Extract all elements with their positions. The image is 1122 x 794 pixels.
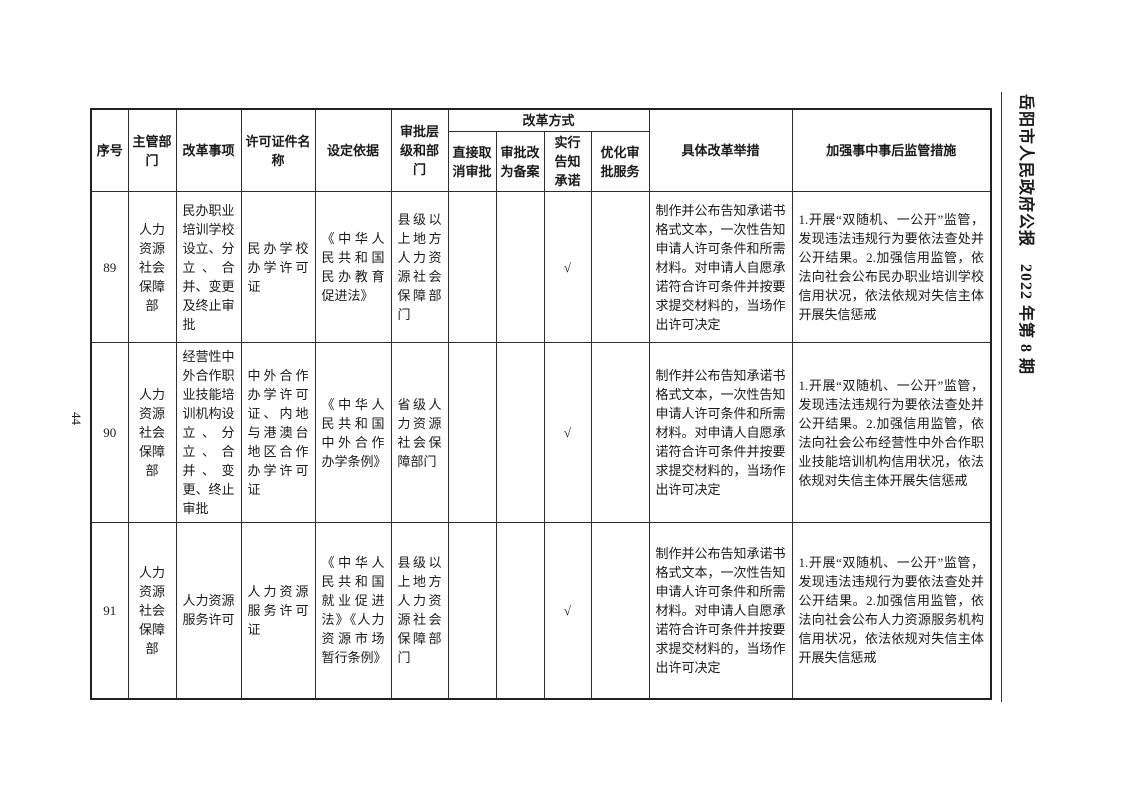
header-method-filing: 审批改为备案	[495, 131, 545, 192]
cell-approval-level: 县级以上地方人力资源社会保障部门	[390, 522, 449, 699]
cell-license-name: 人力资源服务许可证	[240, 522, 316, 699]
cell-method-cancel	[447, 342, 497, 523]
checkmark-commitment: √	[543, 342, 592, 523]
cell-department: 人力资源社会保障部	[127, 522, 177, 699]
table-header: 序号 主管部门 改革事项 许可证件名称 设定依据 审批层级和部门 改革方式 具体…	[90, 108, 992, 192]
cell-department: 人力资源社会保障部	[127, 342, 177, 523]
cell-legal-basis: 《中华人民共和国民办教育促进法》	[314, 191, 392, 343]
header-reform-item: 改革事项	[175, 108, 242, 192]
side-vertical-rule	[1001, 92, 1002, 702]
cell-method-filing	[495, 342, 545, 523]
cell-legal-basis: 《中华人民共和国中外合作办学条例》	[314, 342, 392, 523]
cell-specific-measures: 制作并公布告知承诺书格式文本，一次性告知申请人许可条件和所需材料。对申请人自愿承…	[648, 342, 793, 523]
header-supervision-measures: 加强事中事后监管措施	[791, 108, 992, 192]
cell-method-cancel	[447, 191, 497, 343]
cell-method-optimize	[590, 191, 650, 343]
cell-serial: 90	[90, 342, 129, 523]
cell-department: 人力资源社会保障部	[127, 191, 177, 343]
cell-supervision-measures: 1.开展“双随机、一公开”监管，发现违法违规行为要依法查处并公开结果。2.加强信…	[791, 191, 992, 343]
header-reform-method: 改革方式	[447, 108, 650, 132]
cell-method-optimize	[590, 342, 650, 523]
table-body: 89 人力资源社会保障部 民办职业培训学校设立、分立、合并、变更及终止审批 民办…	[90, 191, 992, 699]
cell-specific-measures: 制作并公布告知承诺书格式文本，一次性告知申请人许可条件和所需材料。对申请人自愿承…	[648, 522, 793, 699]
cell-supervision-measures: 1.开展“双随机、一公开”监管，发现违法违规行为要依法查处并公开结果。2.加强信…	[791, 522, 992, 699]
table-row: 91 人力资源社会保障部 人力资源服务许可 人力资源服务许可证 《中华人民共和国…	[90, 522, 992, 699]
cell-reform-item: 人力资源服务许可	[175, 522, 242, 699]
checkmark-commitment: √	[543, 522, 592, 699]
cell-legal-basis: 《中华人民共和国就业促进法》《人力资源市场暂行条例》	[314, 522, 392, 699]
header-method-commitment: 实行告知承诺	[543, 131, 592, 192]
page-number: 44	[69, 412, 84, 425]
cell-method-filing	[495, 522, 545, 699]
header-department: 主管部门	[127, 108, 177, 192]
header-method-cancel: 直接取消审批	[447, 131, 497, 192]
cell-supervision-measures: 1.开展“双随机、一公开”监管，发现违法违规行为要依法查处并公开结果。2.加强信…	[791, 342, 992, 523]
cell-approval-level: 县级以上地方人力资源社会保障部门	[390, 191, 449, 343]
cell-reform-item: 民办职业培训学校设立、分立、合并、变更及终止审批	[175, 191, 242, 343]
checkmark-commitment: √	[543, 191, 592, 343]
header-method-optimize: 优化审批服务	[590, 131, 650, 192]
header-license-name: 许可证件名称	[240, 108, 316, 192]
table-row: 90 人力资源社会保障部 经营性中外合作职业技能培训机构设立、分立、合并、变更、…	[90, 342, 992, 523]
header-approval-level: 审批层级和部门	[390, 108, 449, 192]
reform-table-container: 序号 主管部门 改革事项 许可证件名称 设定依据 审批层级和部门 改革方式 具体…	[90, 108, 993, 700]
table-row: 89 人力资源社会保障部 民办职业培训学校设立、分立、合并、变更及终止审批 民办…	[90, 191, 992, 343]
cell-method-optimize	[590, 522, 650, 699]
cell-approval-level: 省级人力资源社会保障部门	[390, 342, 449, 523]
reform-items-table: 序号 主管部门 改革事项 许可证件名称 设定依据 审批层级和部门 改革方式 具体…	[90, 108, 993, 700]
cell-license-name: 民办学校办学许可证	[240, 191, 316, 343]
cell-license-name: 中外合作办学许可证、内地与港澳台地区合作办学许可证	[240, 342, 316, 523]
header-legal-basis: 设定依据	[314, 108, 392, 192]
header-specific-measures: 具体改革举措	[648, 108, 793, 192]
cell-method-cancel	[447, 522, 497, 699]
cell-specific-measures: 制作并公布告知承诺书格式文本，一次性告知申请人许可条件和所需材料。对申请人自愿承…	[648, 191, 793, 343]
cell-reform-item: 经营性中外合作职业技能培训机构设立、分立、合并、变更、终止审批	[175, 342, 242, 523]
header-serial: 序号	[90, 108, 129, 192]
cell-serial: 91	[90, 522, 129, 699]
cell-method-filing	[495, 191, 545, 343]
gazette-side-title: 岳阳市人民政府公报 2022 年第 8 期	[1017, 94, 1034, 376]
cell-serial: 89	[90, 191, 129, 343]
